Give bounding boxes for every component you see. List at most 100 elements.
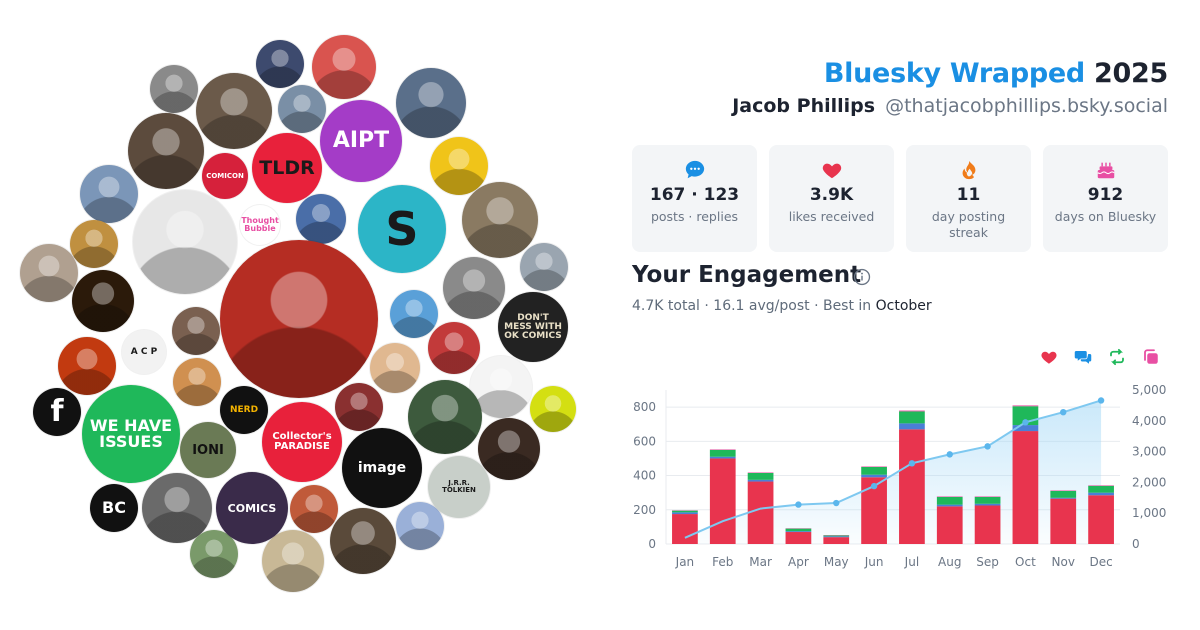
avatar[interactable] — [478, 418, 540, 480]
cumulative-point — [946, 451, 953, 458]
bar-segment — [974, 503, 1001, 506]
bar-segment — [709, 456, 736, 459]
avatar[interactable] — [196, 73, 272, 149]
avatar[interactable]: image — [342, 428, 422, 508]
avatar[interactable] — [190, 530, 238, 578]
avatar[interactable]: COMICS — [216, 472, 288, 544]
avatar[interactable] — [520, 243, 568, 291]
x-tick-label: Aug — [938, 555, 961, 569]
bar-segment — [974, 505, 1001, 544]
bar-segment — [1050, 490, 1077, 491]
bar-segment — [709, 449, 736, 450]
avatar[interactable] — [133, 190, 237, 294]
x-tick-label: Jun — [864, 555, 884, 569]
engagement-avg-label: avg/post — [748, 298, 810, 314]
avatar[interactable] — [390, 290, 438, 338]
avatar[interactable] — [80, 165, 138, 223]
y-tick-label: 0 — [648, 537, 656, 551]
stat-label: posts · replies — [650, 209, 739, 224]
y2-tick-label: 3,000 — [1132, 445, 1166, 459]
bar-segment — [899, 411, 925, 424]
bar-segment — [709, 458, 736, 544]
x-tick-label: Dec — [1089, 555, 1112, 569]
bar-segment — [747, 481, 774, 544]
avatar[interactable] — [462, 182, 538, 258]
x-tick-label: Jul — [904, 555, 919, 569]
year-label: 2025 — [1094, 58, 1168, 89]
avatar[interactable] — [296, 194, 346, 244]
x-tick-label: Mar — [749, 555, 772, 569]
info-icon[interactable] — [853, 268, 871, 286]
avatar[interactable] — [290, 485, 338, 533]
engagement-avg: 16.1 — [713, 298, 745, 314]
avatar[interactable] — [150, 65, 198, 113]
bar-segment — [899, 429, 925, 544]
avatar[interactable] — [142, 473, 212, 543]
avatar[interactable] — [396, 502, 444, 550]
bar-segment — [747, 472, 774, 473]
stat-label: likes received — [788, 209, 875, 224]
bar-segment — [1012, 425, 1039, 432]
avatar[interactable] — [408, 380, 482, 454]
avatar[interactable] — [330, 508, 396, 574]
avatar[interactable]: Collector's PARADISE — [262, 402, 342, 482]
avatar[interactable] — [443, 257, 505, 319]
avatar[interactable]: WE HAVE ISSUES — [82, 385, 180, 483]
avatar[interactable]: Thought Bubble — [240, 205, 280, 245]
avatar[interactable] — [428, 322, 480, 374]
user-handle: @thatjacobphillips.bsky.social — [885, 95, 1168, 117]
avatar[interactable]: f — [33, 388, 81, 436]
flame-icon — [906, 159, 1031, 181]
avatar[interactable] — [70, 220, 118, 268]
avatar[interactable] — [72, 270, 134, 332]
avatar[interactable] — [396, 68, 466, 138]
avatar[interactable]: S — [358, 185, 446, 273]
repost-icon[interactable] — [1106, 346, 1128, 368]
bar-segment — [823, 535, 850, 537]
avatar[interactable] — [370, 343, 420, 393]
cumulative-point — [1060, 408, 1067, 416]
heart-icon — [769, 159, 894, 181]
display-name: Jacob Phillips — [732, 95, 876, 117]
x-tick-label: Sep — [976, 555, 999, 569]
avatar[interactable] — [220, 240, 378, 398]
avatar[interactable] — [173, 358, 221, 406]
avatar[interactable] — [58, 337, 116, 395]
avatar[interactable]: AIPT — [320, 100, 402, 182]
avatar[interactable]: NERD — [220, 386, 268, 434]
bar-segment — [672, 514, 698, 544]
avatar[interactable]: IONI — [180, 422, 236, 478]
avatar[interactable] — [530, 386, 576, 432]
bar-segment — [899, 410, 925, 412]
cumulative-area — [684, 400, 1102, 544]
avatar[interactable]: COMICON — [202, 153, 248, 199]
avatar[interactable] — [256, 40, 304, 88]
x-tick-label: Oct — [1015, 555, 1036, 569]
x-tick-label: Jan — [675, 555, 695, 569]
avatar[interactable]: BC — [90, 484, 138, 532]
avatar[interactable] — [312, 35, 376, 99]
cumulative-point — [833, 499, 840, 507]
avatar[interactable] — [335, 383, 383, 431]
quote-icon[interactable] — [1140, 346, 1162, 368]
avatar[interactable] — [172, 307, 220, 355]
stat-value: 11 — [956, 185, 981, 205]
avatar[interactable]: A C P — [122, 330, 166, 374]
avatar[interactable] — [262, 530, 324, 592]
avatar[interactable]: TLDR — [252, 133, 322, 203]
avatar[interactable]: DON'T MESS WITH OK COMICS — [498, 292, 568, 362]
bar-segment — [936, 504, 963, 507]
avatar[interactable] — [278, 85, 326, 133]
avatar[interactable]: J.R.R. TOLKIEN — [428, 456, 490, 518]
avatar[interactable] — [430, 137, 488, 195]
avatar[interactable] — [128, 113, 204, 189]
avatar[interactable] — [20, 244, 78, 302]
heart-icon[interactable] — [1038, 346, 1060, 368]
engagement-best-label: Best in — [822, 298, 872, 314]
bar-segment — [974, 496, 1001, 497]
bar-segment — [861, 467, 887, 475]
reply-icon[interactable] — [1072, 346, 1094, 368]
avatar-cloud: AIPT TLDR S WE HAVE ISSUES Collector's PARAD… — [20, 35, 576, 592]
cumulative-point — [908, 460, 916, 467]
